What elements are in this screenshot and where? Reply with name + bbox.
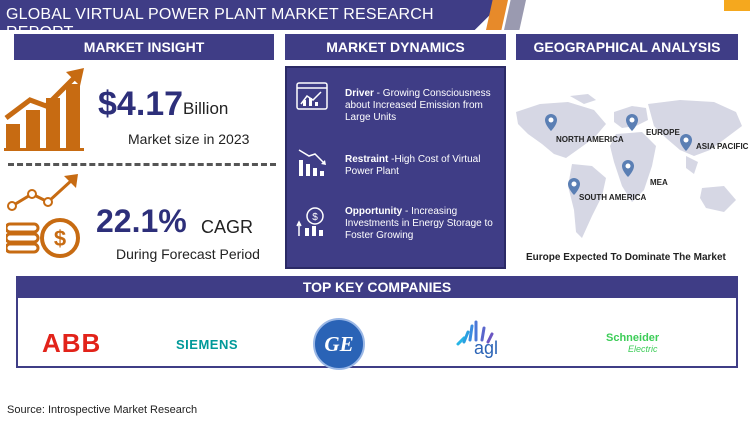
report-title: GLOBAL VIRTUAL POWER PLANT MARKET RESEAR… — [6, 6, 434, 41]
schneider-logo: Schneider Electric — [606, 333, 670, 357]
siemens-logo: SIEMENS — [176, 337, 239, 352]
restraint-text: -High Cost of Virtual Power Plant — [345, 154, 481, 177]
region-mea: MEA — [650, 178, 668, 187]
region-north-america: NORTH AMERICA — [556, 135, 624, 144]
source-note: Source: Introspective Market Research — [7, 404, 198, 416]
title-stripe-grey — [504, 0, 526, 30]
ge-logo-text: GE — [324, 332, 354, 356]
top-right-accent — [724, 0, 750, 11]
market-dynamics-header: MARKET DYNAMICS — [285, 34, 506, 60]
growth-chart-icon — [4, 68, 84, 151]
declining-chart-icon — [298, 149, 326, 176]
market-size-unit: Billion — [183, 99, 229, 118]
svg-text:$: $ — [312, 212, 318, 223]
region-asia-pacific: ASIA PACIFIC — [696, 142, 749, 151]
geo-caption: Europe Expected To Dominate The Market — [526, 252, 726, 263]
restraint-item: Restraint -High Cost of Virtual Power Pl… — [345, 154, 503, 178]
market-dynamics-panel: Driver - Growing Consciousness about Inc… — [285, 66, 506, 269]
market-size-label: Market size in 2023 — [128, 131, 250, 147]
schneider-logo-line2: Electric — [628, 344, 658, 354]
title-bar: GLOBAL VIRTUAL POWER PLANT MARKET RESEAR… — [0, 0, 505, 30]
top-companies-header: TOP KEY COMPANIES — [16, 276, 738, 298]
world-map — [516, 94, 742, 238]
cagr-value: 22.1% — [96, 203, 187, 239]
investment-growth-icon: $ — [296, 207, 324, 236]
geographical-analysis-header: GEOGRAPHICAL ANALYSIS — [516, 34, 738, 60]
market-insight-header: MARKET INSIGHT — [14, 34, 274, 60]
market-size-value: $4.17 — [98, 85, 184, 123]
svg-text:$: $ — [54, 226, 66, 251]
opportunity-item: Opportunity - Increasing Investments in … — [345, 206, 503, 242]
driver-item: Driver - Growing Consciousness about Inc… — [345, 88, 503, 124]
driver-text: - Growing Consciousness about Increased … — [345, 88, 491, 123]
region-europe: EUROPE — [646, 128, 680, 137]
region-south-america: SOUTH AMERICA — [579, 193, 647, 202]
abb-logo: ABB — [42, 328, 102, 358]
title-stripe-orange — [486, 0, 508, 30]
divider-dashed — [8, 163, 276, 166]
driver-label: Driver — [345, 88, 374, 99]
opportunity-label: Opportunity — [345, 206, 403, 217]
analytics-dashboard-icon — [296, 82, 328, 110]
agl-logo-mark — [456, 320, 494, 346]
dollar-coins-icon: $ — [6, 174, 80, 258]
restraint-label: Restraint — [345, 154, 389, 165]
cagr-unit: CAGR — [201, 217, 254, 237]
cagr-label: During Forecast Period — [116, 246, 260, 262]
opportunity-text: - Increasing Investments in Energy Stora… — [345, 206, 493, 241]
schneider-logo-line1: Schneider — [606, 332, 660, 344]
ge-logo: GE — [313, 318, 365, 370]
agl-logo-text: agl — [474, 338, 499, 358]
